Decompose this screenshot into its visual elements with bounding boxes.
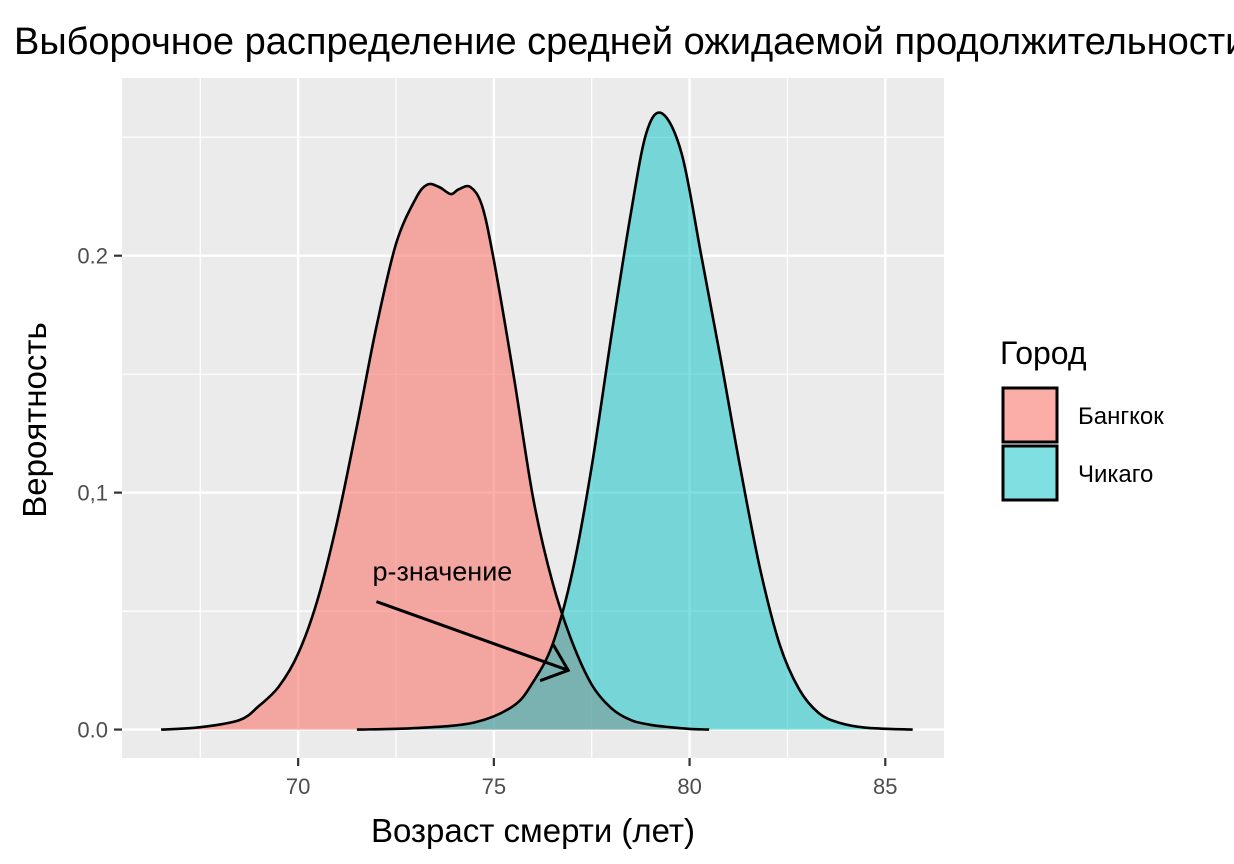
p-value-annotation: p-значение: [373, 556, 571, 683]
density-line-chicago: [356, 111, 913, 731]
x-axis: 70 75 80 85: [286, 758, 898, 799]
density-line-bangkok: [161, 182, 710, 731]
x-tick-label: 80: [677, 774, 701, 799]
density-areas: [161, 112, 913, 730]
p-value-arrow-head: [539, 643, 571, 683]
density-area-chicago: [356, 112, 913, 730]
legend: Город Бангкок Чикаго: [1000, 335, 1164, 502]
y-tick-label: 0.2: [77, 244, 108, 269]
y-tick-label: 0.0: [77, 718, 108, 743]
chart-title: Выборочное распределение средней ожидаем…: [14, 21, 1234, 63]
legend-label-bangkok: Бангкок: [1078, 403, 1164, 430]
y-axis: 0.0 0,1 0.2: [77, 244, 122, 743]
x-tick-label: 70: [286, 774, 310, 799]
legend-label-chicago: Чикаго: [1078, 461, 1153, 488]
p-value-label: p-значение: [373, 556, 513, 586]
p-value-arrow-shaft: [375, 600, 569, 672]
y-tick-label: 0,1: [77, 481, 108, 506]
x-tick-label: 85: [873, 774, 897, 799]
density-area-bangkok: [161, 183, 710, 730]
density-outlines: [161, 111, 913, 731]
x-axis-title: Возраст смерти (лет): [371, 812, 695, 849]
x-tick-label: 75: [482, 774, 506, 799]
legend-title: Город: [1000, 335, 1087, 371]
legend-swatch-chicago: [1001, 444, 1059, 502]
legend-swatch-bangkok: [1001, 386, 1059, 444]
y-axis-title: Вероятность: [16, 322, 53, 517]
